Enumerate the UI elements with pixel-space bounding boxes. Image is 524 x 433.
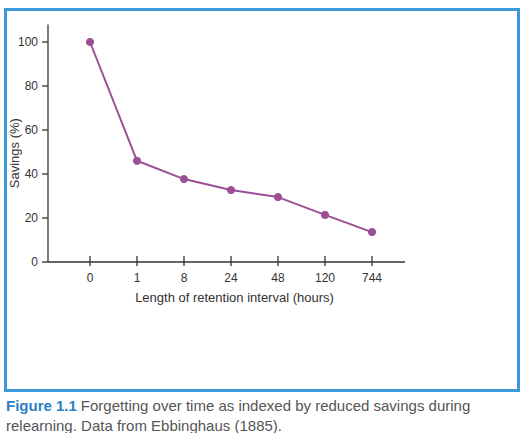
data-point bbox=[180, 175, 187, 182]
x-tick bbox=[89, 256, 90, 266]
x-axis-label: Length of retention interval (hours) bbox=[135, 290, 334, 305]
chart: 0 20 40 60 80 100 0 1 8 24 48 120 744 Length of reten… bbox=[0, 0, 524, 433]
y-tick-label: 100 bbox=[18, 35, 38, 49]
y-tick bbox=[42, 129, 48, 130]
x-tick bbox=[183, 256, 184, 266]
x-tick bbox=[136, 256, 137, 266]
y-tick bbox=[42, 85, 48, 86]
caption: Figure 1.1Forgetting over time as indexe… bbox=[6, 396, 521, 433]
x-tick-label: 8 bbox=[181, 271, 188, 285]
y-tick-label: 60 bbox=[25, 123, 39, 137]
figure-frame bbox=[4, 8, 520, 392]
y-tick bbox=[42, 261, 48, 262]
data-point bbox=[321, 211, 328, 218]
data-point bbox=[86, 38, 93, 45]
y-tick bbox=[42, 173, 48, 174]
y-axis-label: Savings (%) bbox=[7, 118, 22, 188]
y-tick bbox=[42, 217, 48, 218]
data-point bbox=[133, 157, 140, 164]
x-tick-label: 0 bbox=[87, 271, 94, 285]
x-tick bbox=[324, 256, 325, 266]
y-tick-label: 20 bbox=[25, 211, 39, 225]
x-tick bbox=[371, 256, 372, 266]
x-axis bbox=[48, 261, 405, 262]
y-tick-label: 40 bbox=[25, 167, 39, 181]
y-tick-label: 0 bbox=[31, 255, 38, 269]
x-tick-label: 744 bbox=[362, 271, 382, 285]
y-tick bbox=[42, 41, 48, 42]
x-tick-label: 120 bbox=[315, 271, 335, 285]
data-point bbox=[274, 194, 281, 201]
x-tick-label: 1 bbox=[134, 271, 141, 285]
x-tick-label: 48 bbox=[271, 271, 285, 285]
x-tick-label: 24 bbox=[224, 271, 238, 285]
data-line bbox=[90, 42, 372, 232]
data-point bbox=[227, 186, 234, 193]
data-point bbox=[368, 228, 375, 235]
x-tick bbox=[230, 256, 231, 266]
figure-label: Figure 1.1 bbox=[6, 397, 77, 414]
y-axis bbox=[47, 24, 48, 262]
y-tick-label: 80 bbox=[25, 79, 39, 93]
x-tick bbox=[277, 256, 278, 266]
plot-area bbox=[86, 38, 375, 235]
